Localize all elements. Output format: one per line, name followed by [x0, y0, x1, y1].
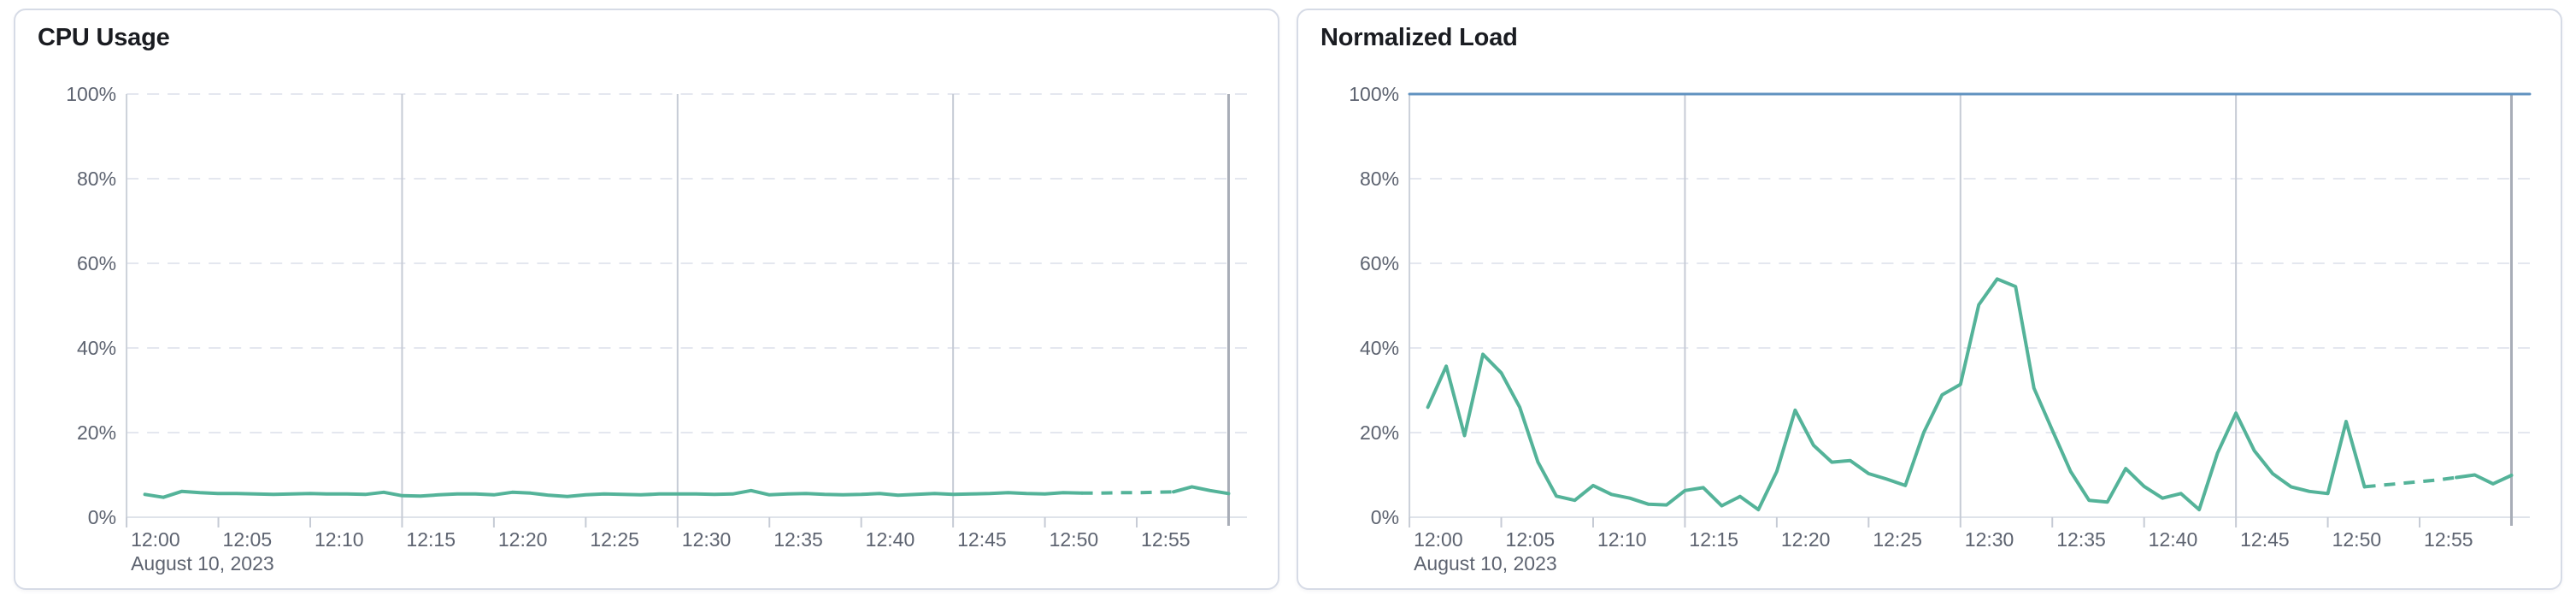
x-axis-date-label: August 10, 2023 — [1414, 552, 1557, 575]
x-axis-label: 12:25 — [590, 528, 639, 551]
x-axis-label: 12:30 — [682, 528, 732, 551]
series-line-0 — [1172, 485, 1231, 496]
series-line-0 — [1081, 490, 1174, 495]
normalized-load-chart[interactable]: 0% 20% 40% 60% 80% 100% 12:00 12:05 12:10 12:15 12… — [1298, 10, 2561, 588]
y-axis-label: 40% — [77, 337, 116, 359]
x-axis-label: 12:25 — [1873, 528, 1922, 551]
y-axis-label: 60% — [77, 252, 116, 274]
y-axis-label: 100% — [1349, 83, 1399, 105]
x-axis-label: 12:40 — [2149, 528, 2198, 551]
x-axis-label: 12:35 — [773, 528, 823, 551]
series-line-1 — [1426, 277, 2367, 512]
y-axis-label: 80% — [77, 168, 116, 190]
x-axis-label: 12:45 — [2240, 528, 2290, 551]
y-axis-label: 80% — [1360, 168, 1399, 190]
normalized-load-panel: Normalized Load 0% 20% 40% 60% 80% 100% 12:00 1… — [1297, 9, 2562, 590]
x-axis-label: 12:20 — [1781, 528, 1831, 551]
y-axis-label: 20% — [1360, 421, 1399, 444]
x-axis-label: 12:15 — [1689, 528, 1738, 551]
cpu-usage-chart[interactable]: 0% 20% 40% 60% 80% 100% 12:00 12:05 12:10 12:15 12… — [15, 10, 1278, 588]
x-axis-label: 12:05 — [223, 528, 273, 551]
x-axis-label: 12:00 — [131, 528, 180, 551]
x-axis-label: 12:50 — [2332, 528, 2382, 551]
panel-title: CPU Usage — [38, 24, 170, 51]
series-line-1 — [2455, 473, 2514, 486]
x-axis-label: 12:30 — [1965, 528, 2014, 551]
x-axis-label: 12:40 — [866, 528, 915, 551]
x-axis-label: 12:50 — [1050, 528, 1099, 551]
series-line-1 — [2364, 475, 2457, 489]
x-axis-label: 12:35 — [2056, 528, 2106, 551]
x-axis-label: 12:45 — [957, 528, 1007, 551]
x-axis-label: 12:10 — [1597, 528, 1647, 551]
x-axis-label: 12:15 — [406, 528, 456, 551]
x-axis-date-label: August 10, 2023 — [131, 552, 274, 575]
x-axis-label: 12:00 — [1414, 528, 1463, 551]
y-axis-label: 40% — [1360, 337, 1399, 359]
series-line-0 — [143, 488, 1084, 499]
x-axis-label: 12:55 — [1141, 528, 1191, 551]
y-axis-label: 20% — [77, 421, 116, 444]
x-axis-label: 12:55 — [2424, 528, 2473, 551]
x-axis-label: 12:20 — [498, 528, 548, 551]
y-axis-label: 0% — [1371, 506, 1399, 528]
panel-title: Normalized Load — [1320, 24, 1518, 51]
y-axis-label: 0% — [88, 506, 116, 528]
x-axis-label: 12:05 — [1506, 528, 1556, 551]
x-axis-label: 12:10 — [315, 528, 364, 551]
y-axis-label: 100% — [66, 83, 116, 105]
y-axis-label: 60% — [1360, 252, 1399, 274]
cpu-usage-panel: CPU Usage 0% 20% 40% 60% 80% 100% 12:00 12:05 12… — [14, 9, 1279, 590]
